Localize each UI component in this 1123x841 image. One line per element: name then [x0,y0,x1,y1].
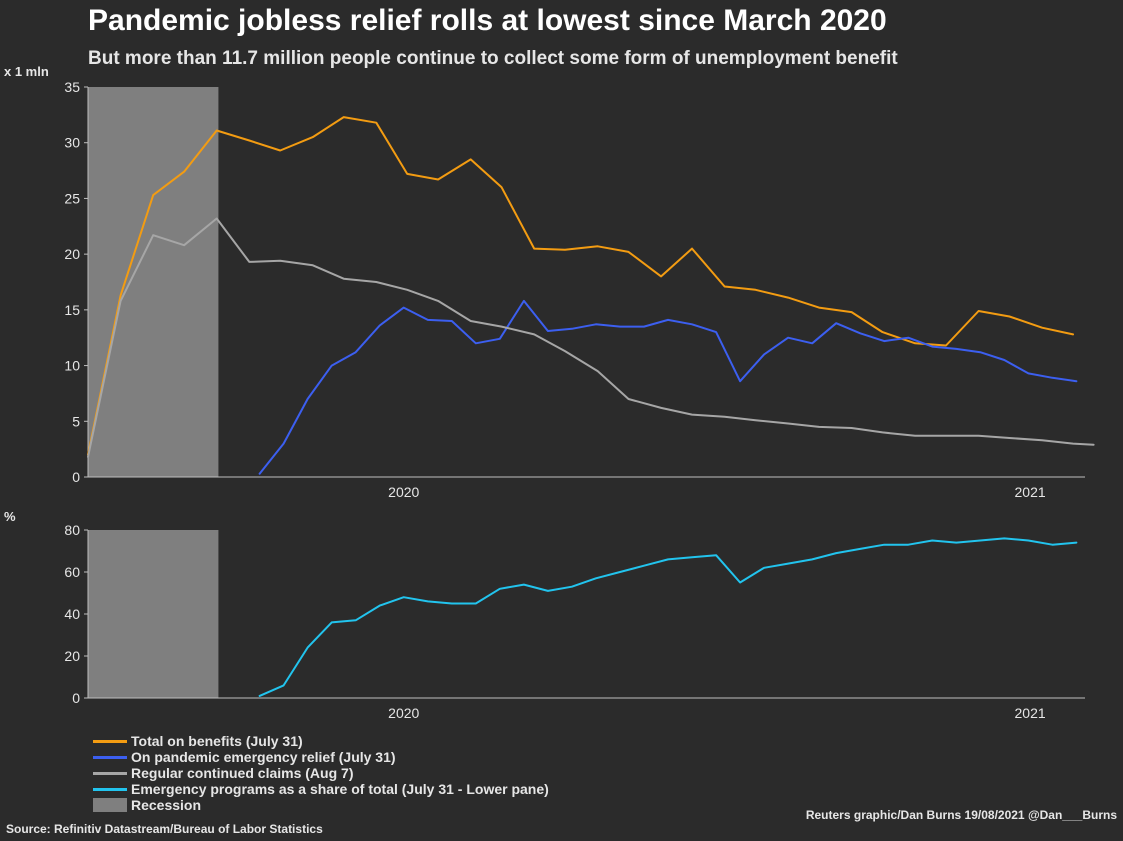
upper-pane: 0 5 10 15 20 25 30 35 x 1 mln 2020 2021 [4,64,1095,500]
x-tick-label: 2020 [388,705,419,721]
series-line [87,217,1095,458]
legend-item-regular: Regular continued claims (Aug 7) [93,765,549,781]
legend-swatch-recession [93,798,127,812]
y-tick-label: 60 [64,564,80,580]
y-axis-label: x 1 mln [4,64,49,79]
legend-item-pandemic: On pandemic emergency relief (July 31) [93,749,549,765]
source-note: Source: Refinitiv Datastream/Bureau of L… [6,822,323,836]
legend-item-recession: Recession [93,797,549,813]
y-tick-label: 20 [64,246,80,262]
recession-band [88,87,219,477]
recession-band [88,530,219,698]
legend: Total on benefits (July 31) On pandemic … [93,733,549,813]
legend-swatch-share [93,787,127,791]
y-tick-label: 40 [64,606,80,622]
y-tick-label: 0 [72,690,80,706]
legend-item-share: Emergency programs as a share of total (… [93,781,549,797]
y-tick-label: 20 [64,648,80,664]
y-tick-label: 0 [72,469,80,485]
legend-swatch-pandemic [93,755,127,759]
series-line [87,116,1074,456]
chart-title: Pandemic jobless relief rolls at lowest … [88,4,887,37]
chart-subtitle: But more than 11.7 million people contin… [88,48,898,69]
x-tick-label: 2021 [1015,705,1046,721]
legend-label-share: Emergency programs as a share of total (… [131,781,549,797]
series-line [258,299,1078,475]
y-tick-label: 25 [64,190,80,206]
x-tick-label: 2021 [1015,484,1046,500]
y-tick-label: 5 [72,413,80,429]
legend-label-regular: Regular continued claims (Aug 7) [131,765,354,781]
y-tick-label: 30 [64,135,80,151]
y-axis-label: % [4,509,16,524]
credit-line: Reuters graphic/Dan Burns 19/08/2021 @Da… [805,808,1117,822]
x-tick-label: 2020 [388,484,419,500]
y-tick-label: 10 [64,358,80,374]
legend-item-total: Total on benefits (July 31) [93,733,549,749]
legend-swatch-total [93,739,127,743]
y-tick-label: 15 [64,302,80,318]
legend-label-pandemic: On pandemic emergency relief (July 31) [131,749,396,765]
lower-pane: 0 20 40 60 80% 2020 2021 [4,509,1085,721]
legend-swatch-regular [93,771,127,775]
y-tick-label: 35 [64,79,80,95]
series-line [258,537,1078,697]
legend-label-recession: Recession [131,797,202,813]
y-tick-label: 80 [64,522,80,538]
legend-label-total: Total on benefits (July 31) [131,733,303,749]
